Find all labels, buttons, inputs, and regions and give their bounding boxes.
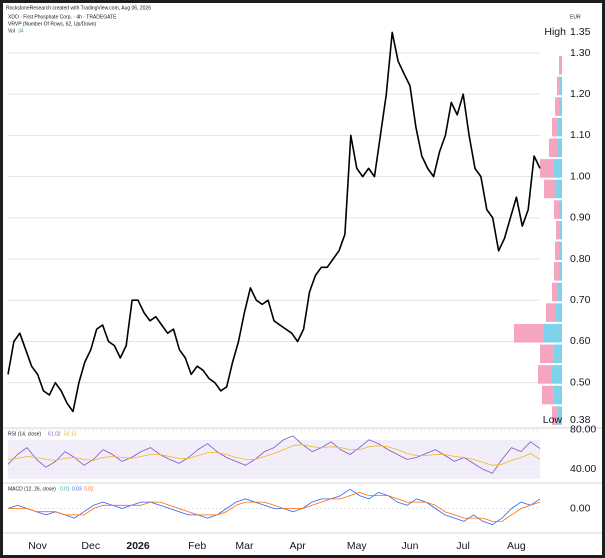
legend-value: 0.03	[72, 486, 82, 492]
profile-down	[555, 97, 559, 116]
profile-down	[552, 406, 558, 425]
y-tick-label: 1.20	[570, 88, 591, 100]
low-value: 0.38	[570, 414, 591, 426]
profile-down	[552, 282, 558, 302]
x-tick-label: Apr	[289, 540, 306, 552]
profile-up	[559, 241, 562, 261]
legend-value: 0.01	[60, 486, 70, 492]
profile-up	[556, 179, 562, 199]
profile-up	[554, 159, 562, 178]
x-tick-label: Aug	[507, 540, 526, 552]
profile-down	[554, 262, 559, 281]
x-tick-label: Feb	[188, 540, 206, 552]
series-line	[7, 444, 541, 466]
profile-down	[552, 117, 558, 137]
x-tick-label: Jul	[456, 540, 469, 552]
x-tick-label: May	[347, 540, 368, 552]
x-tick-label: Nov	[28, 540, 47, 552]
y-tick-label: 80.00	[570, 424, 596, 436]
x-tick-label: 2026	[126, 540, 150, 552]
profile-down	[554, 200, 559, 219]
profile-up	[559, 200, 562, 219]
vol-value: 34	[18, 28, 24, 34]
indicator-label: VRVP (Number Of Rows, 62, Up/Down)	[8, 21, 97, 27]
y-tick-label: 0.70	[570, 294, 591, 306]
rsi-title: RSI (14, close)	[8, 431, 41, 437]
high-value: 1.35	[570, 26, 591, 38]
y-tick-label: 1.10	[570, 129, 591, 141]
profile-down	[538, 365, 552, 384]
y-tick-label: 1.00	[570, 170, 591, 182]
profile-up	[558, 117, 562, 137]
profile-up	[561, 56, 562, 75]
y-tick-label: 0.00	[570, 502, 591, 514]
profile-up	[560, 220, 562, 240]
x-tick-label: Dec	[81, 540, 100, 552]
y-tick-label: 0.80	[570, 253, 591, 265]
profile-down	[540, 159, 554, 178]
y-tick-label: 1.30	[570, 47, 591, 59]
x-tick-label: Jun	[401, 540, 418, 552]
series-line	[7, 488, 541, 525]
profile-up	[560, 76, 562, 96]
profile-up	[554, 344, 562, 364]
profile-down	[549, 138, 557, 158]
y-tick-label: 0.90	[570, 212, 591, 224]
y-tick-label: 0.60	[570, 335, 591, 347]
legend-value: 61.02	[48, 431, 61, 437]
profile-down	[546, 303, 556, 322]
profile-up	[558, 282, 562, 302]
profile-down	[540, 344, 554, 364]
profile-up	[559, 262, 562, 281]
y-tick-label: 0.50	[570, 376, 591, 388]
currency: EUR	[570, 14, 581, 20]
symbol-title: XDO · First Phosphate Corp. · 4h · TRADE…	[8, 14, 117, 20]
profile-up	[552, 365, 562, 384]
profile-down	[557, 76, 560, 96]
high-label: High	[544, 26, 566, 38]
series-line	[7, 31, 541, 413]
profile-down	[542, 385, 554, 405]
profile-up	[559, 97, 562, 116]
low-label: Low	[543, 414, 563, 426]
series-line	[7, 435, 541, 474]
vol-label: Vol	[8, 28, 15, 34]
profile-down	[514, 323, 544, 343]
profile-down	[559, 56, 561, 75]
profile-up	[557, 138, 562, 158]
y-tick-label: 40.00	[570, 463, 596, 475]
legend-value: 0.02	[84, 486, 94, 492]
profile-down	[544, 179, 556, 199]
profile-down	[555, 241, 559, 261]
chart-background	[3, 3, 602, 555]
profile-up	[556, 303, 562, 322]
profile-up	[554, 385, 562, 405]
profile-down	[556, 220, 560, 240]
profile-up	[558, 406, 562, 425]
header: RockstoneResearch created with TradingVi…	[6, 5, 151, 11]
series-line	[8, 492, 541, 522]
x-tick-label: Mar	[235, 540, 254, 552]
profile-up	[544, 323, 562, 343]
macd-title: MACD (12, 26, close)	[8, 486, 56, 492]
legend-value: 50.15	[64, 431, 77, 437]
